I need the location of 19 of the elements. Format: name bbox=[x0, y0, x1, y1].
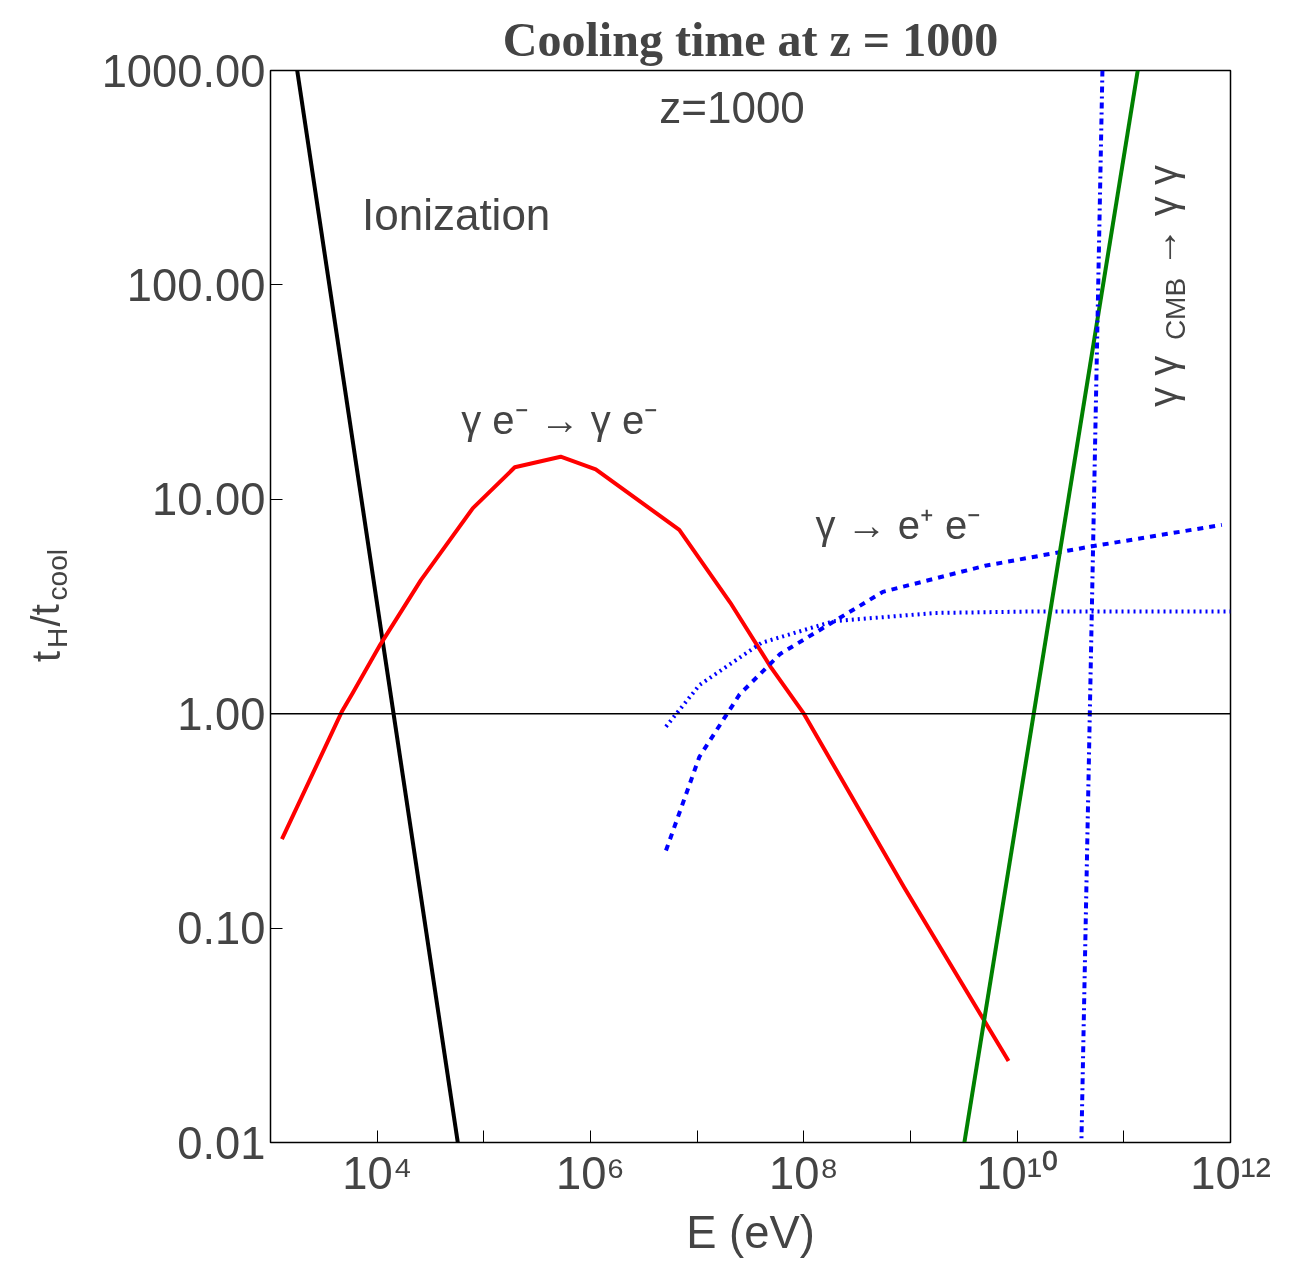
y-tick-label: 0.01 bbox=[177, 1117, 266, 1169]
y-tick-label: 10.00 bbox=[152, 474, 266, 526]
annotation: γ e⁻ → γ e⁻ bbox=[461, 397, 659, 442]
x-tick-label: 10¹² bbox=[1190, 1147, 1271, 1199]
annotation: γ γCMB → γ γ bbox=[1141, 165, 1191, 407]
y-axis-title: tH/tcool bbox=[23, 549, 73, 663]
annotation: z=1000 bbox=[659, 83, 805, 133]
x-tick-label: 10⁴ bbox=[342, 1147, 413, 1199]
annotation: γ → e⁺ e⁻ bbox=[815, 502, 982, 547]
x-tick-label: 10⁶ bbox=[555, 1147, 626, 1199]
x-axis-title: E (eV) bbox=[686, 1206, 815, 1258]
y-tick-label: 100.00 bbox=[126, 259, 266, 311]
chart-title: Cooling time at z = 1000 bbox=[502, 12, 999, 66]
annotation: Ionization bbox=[361, 190, 551, 240]
x-tick-label: 10¹⁰ bbox=[976, 1147, 1058, 1199]
y-tick-label: 1.00 bbox=[177, 688, 266, 740]
x-tick-label: 10⁸ bbox=[769, 1147, 839, 1199]
y-tick-label: 0.10 bbox=[177, 903, 266, 955]
y-tick-label: 1000.00 bbox=[101, 45, 266, 97]
